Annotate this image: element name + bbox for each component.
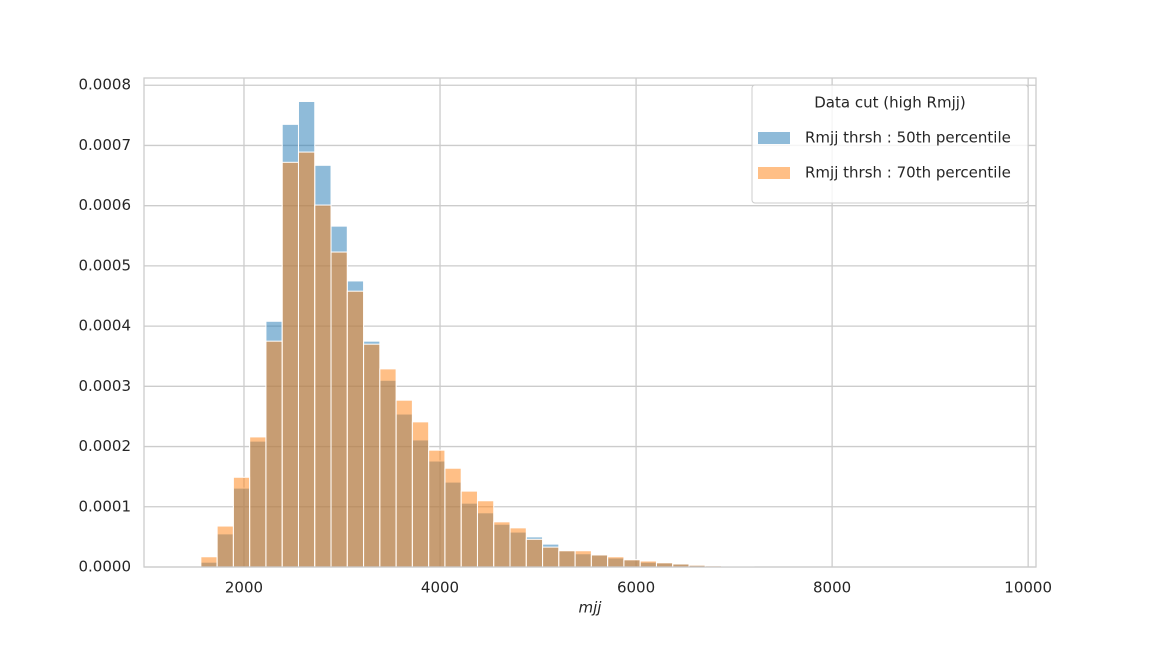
y-tick-label: 0.0003 (79, 377, 132, 395)
y-tick-label: 0.0007 (79, 136, 132, 154)
histogram-bar (297, 151, 316, 568)
histogram-bar (542, 546, 560, 568)
histogram-bar (249, 436, 267, 568)
histogram-bar (476, 500, 495, 568)
histogram-bar (590, 554, 609, 568)
histogram-bar (574, 550, 592, 568)
x-tick-label: 4000 (421, 579, 459, 597)
y-tick-label: 0.0002 (79, 437, 132, 455)
x-tick-label: 6000 (617, 579, 655, 597)
histogram-bar (281, 161, 299, 568)
histogram-bar (428, 449, 446, 568)
histogram-bar (639, 560, 657, 568)
histogram-bar (444, 467, 462, 568)
histogram-bar (265, 340, 283, 568)
histogram-bar (232, 476, 251, 568)
x-tick-label: 10000 (1004, 579, 1052, 597)
y-tick-label: 0.0006 (79, 196, 132, 214)
histogram-bar (363, 343, 381, 568)
histogram-bar (379, 368, 397, 568)
plot-frame (143, 77, 1037, 568)
histogram-bar (330, 251, 348, 568)
y-tick-label: 0.0000 (79, 558, 132, 576)
legend-swatch (758, 167, 790, 179)
x-tick-label: 2000 (225, 579, 263, 597)
histogram-bar (411, 421, 430, 568)
histogram-bar (460, 490, 478, 568)
histogram-bar (314, 204, 332, 568)
y-tick-label: 0.0001 (79, 497, 132, 515)
legend-box (751, 84, 1029, 204)
histogram-bar (395, 399, 413, 568)
histogram-bar (216, 525, 234, 568)
histogram-bar (346, 290, 365, 568)
legend-label: Rmjj thrsh : 70th percentile (805, 164, 1011, 182)
histogram-bar (493, 521, 511, 568)
histogram-bar (623, 559, 641, 568)
histogram-bar (200, 556, 218, 568)
legend-title: Data cut (high Rmjj) (814, 94, 966, 112)
y-tick-label: 0.0005 (79, 256, 132, 274)
legend-swatch (758, 132, 790, 144)
histogram-bar (558, 550, 576, 568)
x-axis-label: mjj (579, 599, 603, 617)
legend-label: Rmjj thrsh : 50th percentile (805, 129, 1011, 147)
y-tick-label: 0.0008 (79, 76, 132, 94)
histogram-bar (525, 538, 544, 568)
x-tick-label: 8000 (813, 579, 851, 597)
histogram-bar (607, 556, 625, 568)
histogram-bar (509, 527, 527, 568)
y-tick-label: 0.0004 (79, 317, 132, 335)
